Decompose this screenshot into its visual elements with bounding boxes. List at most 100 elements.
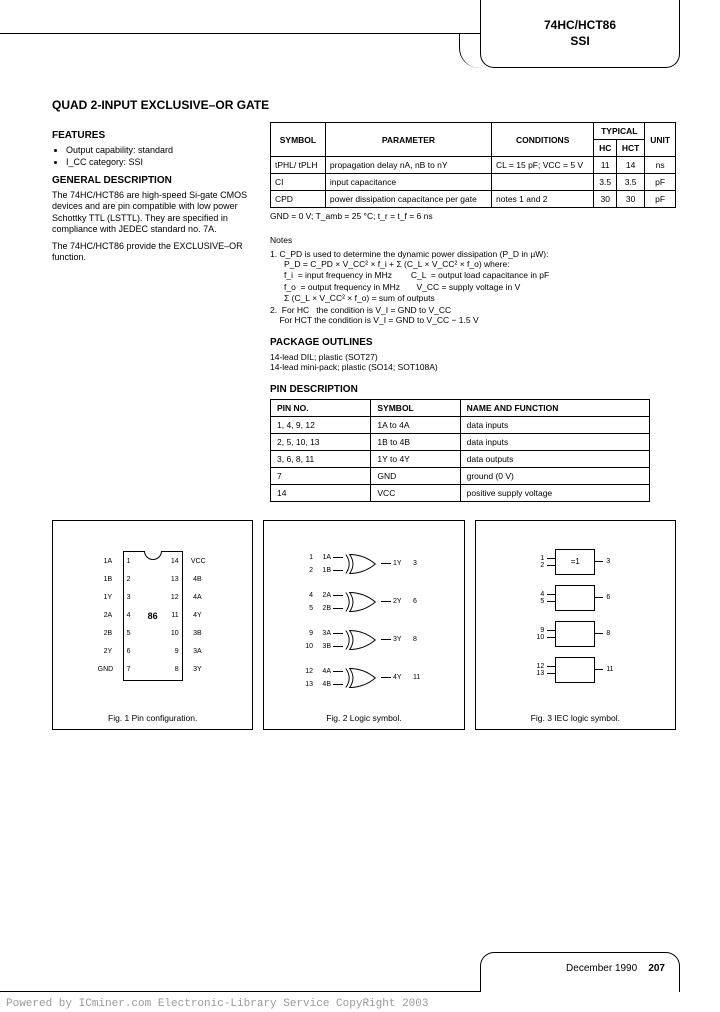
cell: 30 xyxy=(617,191,645,208)
cell: CL = 15 pF; VCC = 5 V xyxy=(492,157,594,174)
gate-out-lbl: 2Y xyxy=(393,598,411,605)
th-parameter: PARAMETER xyxy=(325,123,491,157)
cell: power dissipation capacitance per gate xyxy=(325,191,491,208)
cell: 14 xyxy=(617,157,645,174)
pin-label: 2A xyxy=(104,612,113,619)
cell: 3.5 xyxy=(617,174,645,191)
pin-num: 5 xyxy=(127,630,131,637)
gate-in-b: 10 xyxy=(297,643,313,650)
table-row: 7GNDground (0 V) xyxy=(271,467,650,484)
figures-row: 86 1A1 1B2 1Y3 2A4 2B5 2Y6 GND7 14VCC 13… xyxy=(52,520,676,730)
xor-gate: 11A21B1Y3 xyxy=(297,545,431,583)
gate-in-a: 4 xyxy=(297,592,313,599)
xor-icon xyxy=(343,552,381,576)
pin-num: 4 xyxy=(127,612,131,619)
pin-table: PIN NO. SYMBOL NAME AND FUNCTION 1, 4, 9… xyxy=(270,399,650,502)
figure-2: 11A21B1Y342A52B2Y693A103B3Y8124A134B4Y11… xyxy=(263,520,464,730)
iec-in-a: 9 xyxy=(530,627,544,634)
pin-num: 11 xyxy=(171,612,178,619)
fig3-caption: Fig. 3 IEC logic symbol. xyxy=(531,713,620,723)
iec-out: 3 xyxy=(606,558,620,565)
pin-num: 10 xyxy=(171,630,179,637)
pin-label: 4B xyxy=(193,576,202,583)
cell: 1Y to 4Y xyxy=(371,450,460,467)
cell xyxy=(492,174,594,191)
iec-in-b: 5 xyxy=(530,598,544,605)
footer-page: 207 xyxy=(648,963,665,974)
cell: propagation delay nA, nB to nY xyxy=(325,157,491,174)
package-line: 14-lead mini-pack; plastic (SO14; SOT108… xyxy=(270,362,676,372)
chip-outline: 86 1A1 1B2 1Y3 2A4 2B5 2Y6 GND7 14VCC 13… xyxy=(123,551,183,681)
gate-in-b-lbl: 2B xyxy=(315,605,331,612)
iec-in-a: 4 xyxy=(530,591,544,598)
gate-in-a-lbl: 1A xyxy=(315,554,331,561)
iec-in-b: 2 xyxy=(530,562,544,569)
pin-num: 1 xyxy=(127,558,131,565)
gate-in-a: 1 xyxy=(297,554,313,561)
pin-label: 3Y xyxy=(193,666,202,673)
gate-in-b: 5 xyxy=(297,605,313,612)
right-column: SYMBOL PARAMETER CONDITIONS TYPICAL UNIT… xyxy=(270,122,676,502)
pin-label: 3A xyxy=(193,648,202,655)
part-number: 74HC/HCT86 xyxy=(481,18,679,34)
notes-block: Notes 1. C_PD is used to determine the d… xyxy=(270,235,676,325)
gate-out: 3 xyxy=(413,560,431,567)
gate-in-a-lbl: 4A xyxy=(315,668,331,675)
th-typical: TYPICAL xyxy=(594,123,645,140)
note-1-lead: 1. C_PD is used to determine the dynamic… xyxy=(270,249,676,259)
cell: ground (0 V) xyxy=(460,467,649,484)
gate-out-lbl: 4Y xyxy=(393,674,411,681)
spec-table: SYMBOL PARAMETER CONDITIONS TYPICAL UNIT… xyxy=(270,122,676,208)
th-pin: PIN NO. xyxy=(271,399,371,416)
figure-1: 86 1A1 1B2 1Y3 2A4 2B5 2Y6 GND7 14VCC 13… xyxy=(52,520,253,730)
cell: 30 xyxy=(594,191,617,208)
iec-gates: 12=134569108121311 xyxy=(530,549,620,693)
cell: VCC xyxy=(371,484,460,501)
package-line: 14-lead DIL; plastic (SOT27) xyxy=(270,352,676,362)
gate-in-b: 13 xyxy=(297,681,313,688)
features-list: Output capability: standard I_CC categor… xyxy=(52,145,252,167)
cell: data outputs xyxy=(460,450,649,467)
iec-out: 6 xyxy=(606,594,620,601)
th-hc: HC xyxy=(594,140,617,157)
iec-gate: 121311 xyxy=(530,657,620,683)
pin-num: 6 xyxy=(127,648,131,655)
pin-num: 7 xyxy=(127,666,131,673)
gate-out: 6 xyxy=(413,598,431,605)
package-heading: PACKAGE OUTLINES xyxy=(270,337,676,348)
iec-box xyxy=(555,657,595,683)
table-row: tPHL/ tPLH propagation delay nA, nB to n… xyxy=(271,157,676,174)
gate-in-a-lbl: 3A xyxy=(315,630,331,637)
gate-out: 11 xyxy=(413,674,431,681)
chip-notch xyxy=(144,551,162,560)
th-unit: UNIT xyxy=(645,123,676,157)
package-block: PACKAGE OUTLINES 14-lead DIL; plastic (S… xyxy=(270,337,676,372)
general-p2: The 74HC/HCT86 provide the EXCLUSIVE–OR … xyxy=(52,241,252,264)
pin-desc-block: PIN DESCRIPTION PIN NO. SYMBOL NAME AND … xyxy=(270,384,650,502)
gate-out-lbl: 3Y xyxy=(393,636,411,643)
part-class: SSI xyxy=(481,34,679,50)
pin-label: 1Y xyxy=(104,594,113,601)
note-1-eq: P_D = C_PD × V_CC² × f_i + Σ (C_L × V_CC… xyxy=(270,259,676,270)
top-rule xyxy=(0,0,480,34)
cell: 1, 4, 9, 12 xyxy=(271,416,371,433)
gates: 11A21B1Y342A52B2Y693A103B3Y8124A134B4Y11 xyxy=(297,545,431,697)
xor-gate: 42A52B2Y6 xyxy=(297,583,431,621)
chip-label: 86 xyxy=(148,611,158,621)
cell: input capacitance xyxy=(325,174,491,191)
cell: notes 1 and 2 xyxy=(492,191,594,208)
pin-label: VCC xyxy=(191,558,206,565)
pin-num: 12 xyxy=(171,594,179,601)
th-name: NAME AND FUNCTION xyxy=(460,399,649,416)
page-frame: 74HC/HCT86 SSI QUAD 2-INPUT EXCLUSIVE–OR… xyxy=(0,0,720,1012)
cell: 1B to 4B xyxy=(371,433,460,450)
feature-item: I_CC category: SSI xyxy=(66,157,252,167)
pin-num: 13 xyxy=(171,576,179,583)
iec-in-a: 1 xyxy=(530,555,544,562)
cell: pF xyxy=(645,174,676,191)
fig2-caption: Fig. 2 Logic symbol. xyxy=(326,713,402,723)
content: QUAD 2-INPUT EXCLUSIVE–OR GATE FEATURES … xyxy=(52,98,676,730)
cell: 14 xyxy=(271,484,371,501)
iec-in-b: 10 xyxy=(530,634,544,641)
cell: GND xyxy=(371,467,460,484)
